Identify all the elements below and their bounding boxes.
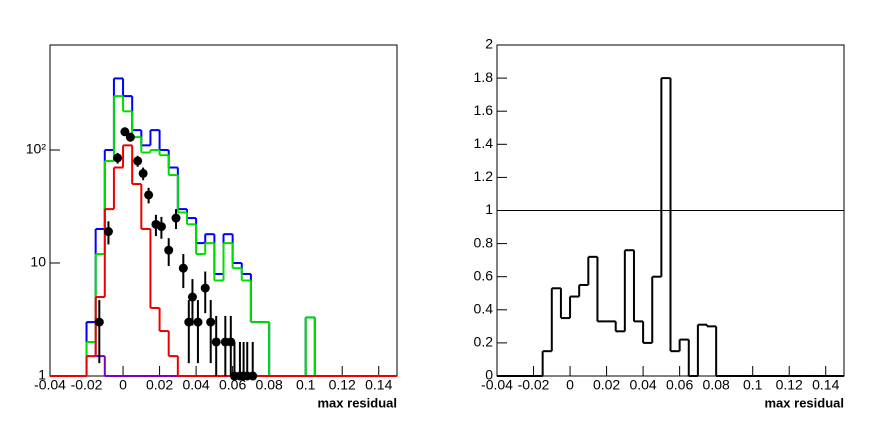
x-tick-label: 0.06 bbox=[666, 377, 693, 393]
data-point bbox=[248, 371, 258, 381]
data-point bbox=[94, 317, 104, 327]
x-tick-label: 0.12 bbox=[776, 377, 803, 393]
x-tick-label: 0.14 bbox=[812, 377, 839, 393]
data-point bbox=[206, 317, 216, 327]
y-tick-label: 1 bbox=[485, 201, 493, 217]
y-tick-label: 10 bbox=[30, 254, 46, 270]
data-point bbox=[125, 132, 135, 142]
y-tick-label: 0.6 bbox=[474, 267, 494, 283]
x-tick-label: 0 bbox=[566, 377, 574, 393]
x-tick-label: -0.02 bbox=[518, 377, 550, 393]
data-point bbox=[103, 227, 113, 237]
data-point bbox=[200, 283, 210, 293]
x-tick-label: 0.1 bbox=[296, 377, 316, 393]
y-tick-label: 0.4 bbox=[474, 301, 494, 317]
data-point bbox=[164, 245, 174, 255]
y-tick-label: 1.8 bbox=[474, 69, 494, 85]
y-tick-label: 0.2 bbox=[474, 334, 494, 350]
data-point bbox=[193, 317, 203, 327]
data-point bbox=[113, 153, 123, 163]
x-axis-label: max residual bbox=[765, 395, 845, 410]
x-tick-label: 0.04 bbox=[629, 377, 656, 393]
x-axis-label: max residual bbox=[318, 395, 398, 410]
x-tick-label: 0.02 bbox=[146, 377, 173, 393]
x-tick-label: 0.04 bbox=[182, 377, 209, 393]
data-point bbox=[138, 168, 148, 178]
y-tick-label: 10² bbox=[26, 141, 47, 157]
x-tick-label: -0.04 bbox=[481, 377, 513, 393]
y-tick-label: 0.8 bbox=[474, 234, 494, 250]
data-point bbox=[211, 337, 221, 347]
y-tick-label: 1.4 bbox=[474, 135, 494, 151]
data-point bbox=[171, 213, 181, 223]
data-point bbox=[184, 317, 194, 327]
x-tick-label: 0 bbox=[119, 377, 127, 393]
data-point bbox=[226, 337, 236, 347]
x-tick-label: 0.08 bbox=[256, 377, 283, 393]
plot-frame bbox=[49, 44, 398, 377]
x-tick-label: 0.1 bbox=[743, 377, 763, 393]
data-point bbox=[144, 190, 154, 200]
data-point bbox=[156, 222, 166, 232]
y-tick-label: 1.6 bbox=[474, 102, 494, 118]
x-tick-label: 0.06 bbox=[219, 377, 246, 393]
data-point bbox=[133, 156, 143, 166]
x-tick-label: 0.02 bbox=[593, 377, 620, 393]
y-tick-label: 1 bbox=[38, 367, 46, 383]
data-point bbox=[187, 292, 197, 302]
x-tick-label: -0.02 bbox=[71, 377, 103, 393]
data-point bbox=[178, 263, 188, 273]
y-tick-label: 2 bbox=[485, 36, 493, 52]
x-tick-label: 0.14 bbox=[365, 377, 392, 393]
y-tick-label: 0 bbox=[485, 367, 493, 383]
x-tick-label: 0.12 bbox=[329, 377, 356, 393]
x-tick-label: 0.08 bbox=[703, 377, 730, 393]
x-tick-label: -0.04 bbox=[34, 377, 66, 393]
y-tick-label: 1.2 bbox=[474, 168, 494, 184]
